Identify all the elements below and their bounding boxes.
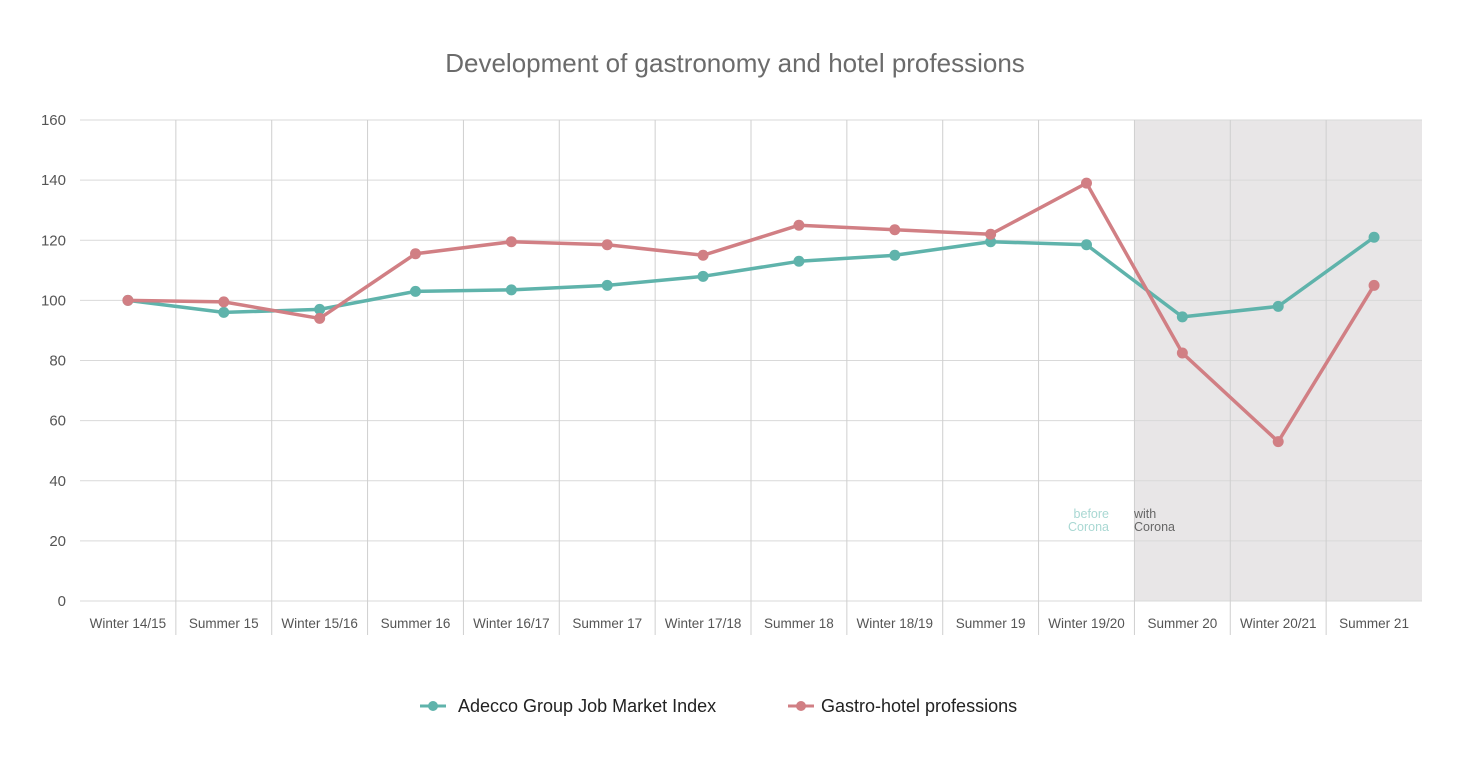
- data-point-series-1: [1176, 347, 1188, 359]
- x-tick-label: Summer 15: [189, 616, 259, 631]
- data-point-series-1: [1272, 436, 1284, 448]
- annotation-before-corona-1: before: [1074, 507, 1109, 521]
- x-tick-label: Winter 17/18: [665, 616, 742, 631]
- data-point-series-1: [410, 248, 421, 260]
- x-tick-label: Winter 15/16: [281, 616, 358, 631]
- y-tick-label: 0: [58, 593, 66, 610]
- y-tick-label: 120: [41, 232, 66, 249]
- y-tick-label: 40: [49, 473, 66, 490]
- data-point-series-0: [218, 306, 230, 318]
- x-tick-label: Winter 16/17: [473, 616, 550, 631]
- y-tick-label: 140: [41, 172, 66, 189]
- y-tick-label: 80: [49, 353, 66, 370]
- chart-title: Development of gastronomy and hotel prof…: [445, 48, 1025, 78]
- x-tick-label: Summer 19: [956, 616, 1026, 631]
- y-axis-ticks: 0 20 40 60 80 100 120 140 160: [41, 112, 66, 610]
- x-tick-label: Summer 20: [1147, 616, 1217, 631]
- grid-lines: [80, 119, 1422, 635]
- data-point-series-0: [1176, 311, 1188, 323]
- x-tick-label: Summer 17: [572, 616, 642, 631]
- data-point-series-1: [793, 219, 805, 231]
- data-point-series-1: [1368, 279, 1380, 291]
- data-point-series-0: [410, 285, 421, 297]
- data-point-series-1: [601, 239, 613, 251]
- data-point-series-1: [122, 294, 134, 306]
- series-line-1: [126, 181, 1376, 444]
- x-tick-label: Winter 14/15: [90, 616, 167, 631]
- annotation-with-corona-2: Corona: [1134, 520, 1175, 534]
- x-tick-label: Summer 18: [764, 616, 834, 631]
- legend-label-gastro: Gastro-hotel professions: [821, 696, 1017, 716]
- annotation-before-corona-2: Corona: [1068, 520, 1109, 534]
- data-point-series-1: [218, 296, 230, 308]
- data-point-series-0: [505, 284, 517, 296]
- data-point-series-0: [985, 236, 997, 248]
- legend: Adecco Group Job Market Index Gastro-hot…: [420, 696, 1017, 716]
- data-point-series-0: [601, 279, 613, 291]
- data-point-series-0: [889, 249, 901, 261]
- data-point-series-1: [505, 236, 517, 248]
- data-point-series-1: [697, 249, 709, 261]
- x-tick-label: Winter 19/20: [1048, 616, 1125, 631]
- data-point-series-0: [314, 303, 326, 315]
- data-point-series-1: [889, 224, 901, 236]
- data-point-series-0: [1081, 239, 1092, 251]
- x-axis-ticks: Winter 14/15 Summer 15 Winter 15/16 Summer …: [90, 616, 1409, 631]
- data-point-series-1: [314, 312, 326, 324]
- data-point-series-0: [793, 255, 805, 267]
- legend-marker-dot-adecco: [428, 701, 438, 711]
- y-tick-label: 100: [41, 292, 66, 309]
- data-point-series-1: [1081, 177, 1092, 189]
- y-tick-label: 20: [49, 533, 66, 550]
- legend-marker-dot-gastro: [796, 701, 806, 711]
- x-tick-label: Winter 18/19: [857, 616, 934, 631]
- x-tick-label: Summer 16: [381, 616, 451, 631]
- x-tick-label: Summer 21: [1339, 616, 1409, 631]
- data-point-series-0: [697, 270, 709, 282]
- data-point-series-0: [1272, 300, 1284, 312]
- annotation-with-corona-1: with: [1133, 507, 1156, 521]
- legend-label-adecco: Adecco Group Job Market Index: [458, 696, 716, 716]
- data-point-series-1: [985, 228, 997, 240]
- data-point-series-0: [1368, 231, 1380, 243]
- x-tick-label: Winter 20/21: [1240, 616, 1317, 631]
- y-tick-label: 60: [49, 413, 66, 430]
- series-group: [122, 177, 1380, 448]
- y-tick-label: 160: [41, 112, 66, 129]
